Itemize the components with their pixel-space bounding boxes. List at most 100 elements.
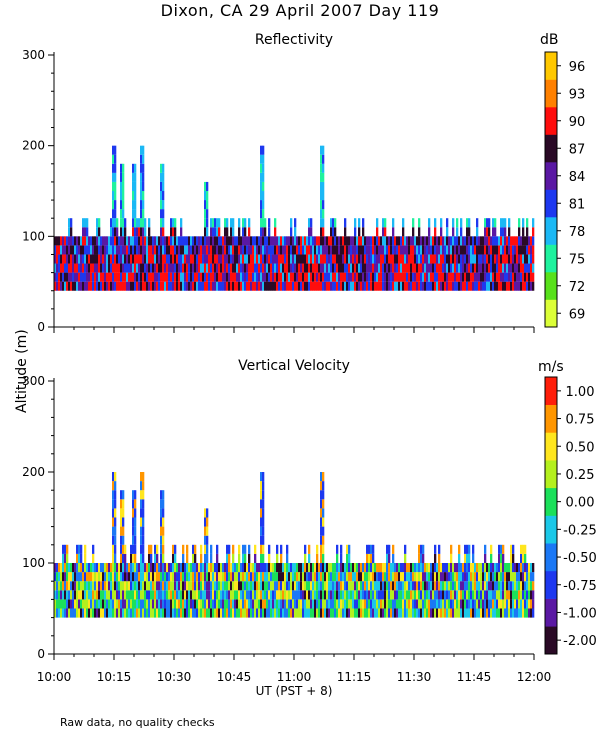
heatmap-cell bbox=[500, 581, 503, 591]
heatmap-cell bbox=[242, 236, 245, 246]
heatmap-cell bbox=[438, 563, 441, 573]
heatmap-cell bbox=[440, 608, 443, 618]
heatmap-cell bbox=[420, 572, 423, 582]
heatmap-cell bbox=[294, 599, 297, 609]
heatmap-cell bbox=[110, 218, 113, 228]
heatmap-cell bbox=[66, 281, 69, 291]
heatmap-cell bbox=[220, 608, 223, 618]
heatmap-cell bbox=[358, 608, 361, 618]
heatmap-cell bbox=[72, 581, 75, 591]
heatmap-cell bbox=[420, 245, 423, 255]
heatmap-cell bbox=[190, 608, 193, 618]
heatmap-cell bbox=[84, 254, 87, 264]
heatmap-cell bbox=[356, 245, 359, 255]
heatmap-cell bbox=[504, 263, 507, 273]
heatmap-cell bbox=[352, 581, 355, 591]
heatmap-cell bbox=[520, 553, 523, 563]
heatmap-cell bbox=[260, 572, 263, 582]
heatmap-cell bbox=[484, 608, 487, 618]
heatmap-cell bbox=[322, 209, 325, 219]
heatmap-cell bbox=[362, 254, 365, 264]
heatmap-cell bbox=[142, 272, 145, 282]
heatmap-cell bbox=[208, 563, 211, 573]
heatmap-cell bbox=[112, 517, 115, 527]
heatmap-cell bbox=[308, 254, 311, 264]
heatmap-cell bbox=[156, 563, 159, 573]
heatmap-cell bbox=[308, 227, 311, 237]
heatmap-cell bbox=[210, 227, 213, 237]
heatmap-cell bbox=[98, 245, 101, 255]
heatmap-cell bbox=[358, 563, 361, 573]
heatmap-cell bbox=[136, 581, 139, 591]
heatmap-cell bbox=[280, 590, 283, 600]
heatmap-cell bbox=[298, 563, 301, 573]
heatmap-cell bbox=[156, 272, 159, 282]
heatmap-cell bbox=[414, 599, 417, 609]
heatmap-cell bbox=[172, 572, 175, 582]
heatmap-cell bbox=[230, 218, 233, 228]
heatmap-cell bbox=[460, 608, 463, 618]
heatmap-cell bbox=[114, 490, 117, 500]
heatmap-cell bbox=[262, 154, 265, 164]
colorbar-tick-label: -0.50 bbox=[563, 551, 597, 566]
heatmap-cell bbox=[224, 236, 227, 246]
heatmap-cell bbox=[396, 590, 399, 600]
heatmap-cell bbox=[120, 263, 123, 273]
heatmap-cell bbox=[312, 236, 315, 246]
heatmap-cell bbox=[328, 563, 331, 573]
heatmap-cell bbox=[414, 581, 417, 591]
heatmap-cell bbox=[404, 581, 407, 591]
heatmap-cell bbox=[428, 227, 431, 237]
heatmap-cell bbox=[62, 553, 65, 563]
heatmap-cell bbox=[178, 236, 181, 246]
heatmap-cell bbox=[422, 608, 425, 618]
heatmap-cell bbox=[162, 181, 165, 191]
heatmap-cell bbox=[272, 608, 275, 618]
heatmap-cell bbox=[358, 572, 361, 582]
heatmap-cell bbox=[216, 563, 219, 573]
heatmap-cell bbox=[162, 272, 165, 282]
heatmap-cell bbox=[128, 245, 131, 255]
heatmap-cell bbox=[366, 599, 369, 609]
heatmap-cell bbox=[104, 281, 107, 291]
heatmap-cell bbox=[400, 590, 403, 600]
heatmap-cell bbox=[342, 254, 345, 264]
heatmap-cell bbox=[456, 572, 459, 582]
heatmap-cell bbox=[294, 272, 297, 282]
heatmap-cell bbox=[56, 254, 59, 264]
heatmap-cell bbox=[396, 581, 399, 591]
heatmap-cell bbox=[318, 581, 321, 591]
heatmap-cell bbox=[358, 281, 361, 291]
heatmap-cell bbox=[146, 563, 149, 573]
heatmap-cell bbox=[262, 608, 265, 618]
heatmap-cell bbox=[518, 608, 521, 618]
heatmap-cell bbox=[486, 263, 489, 273]
heatmap-cell bbox=[140, 200, 143, 210]
heatmap-cell bbox=[172, 599, 175, 609]
heatmap-cell bbox=[484, 245, 487, 255]
heatmap-cell bbox=[224, 608, 227, 618]
heatmap-cell bbox=[104, 572, 107, 582]
heatmap-cell bbox=[350, 581, 353, 591]
heatmap-cell bbox=[206, 608, 209, 618]
heatmap-cell bbox=[234, 236, 237, 246]
heatmap-cell bbox=[160, 281, 163, 291]
heatmap-cell bbox=[154, 245, 157, 255]
heatmap-cell bbox=[476, 236, 479, 246]
heatmap-cell bbox=[464, 553, 467, 563]
heatmap-cell bbox=[390, 572, 393, 582]
heatmap-cell bbox=[70, 218, 73, 228]
heatmap-cell bbox=[434, 544, 437, 554]
heatmap-cell bbox=[288, 572, 291, 582]
heatmap-cell bbox=[204, 508, 207, 518]
heatmap-cell bbox=[62, 263, 65, 273]
heatmap-cell bbox=[112, 553, 115, 563]
heatmap-cell bbox=[136, 272, 139, 282]
heatmap-cell bbox=[342, 590, 345, 600]
heatmap-cell bbox=[506, 245, 509, 255]
heatmap-cell bbox=[126, 263, 129, 273]
heatmap-cell bbox=[96, 245, 99, 255]
heatmap-cell bbox=[460, 236, 463, 246]
heatmap-cell bbox=[142, 200, 145, 210]
heatmap-cell bbox=[172, 263, 175, 273]
